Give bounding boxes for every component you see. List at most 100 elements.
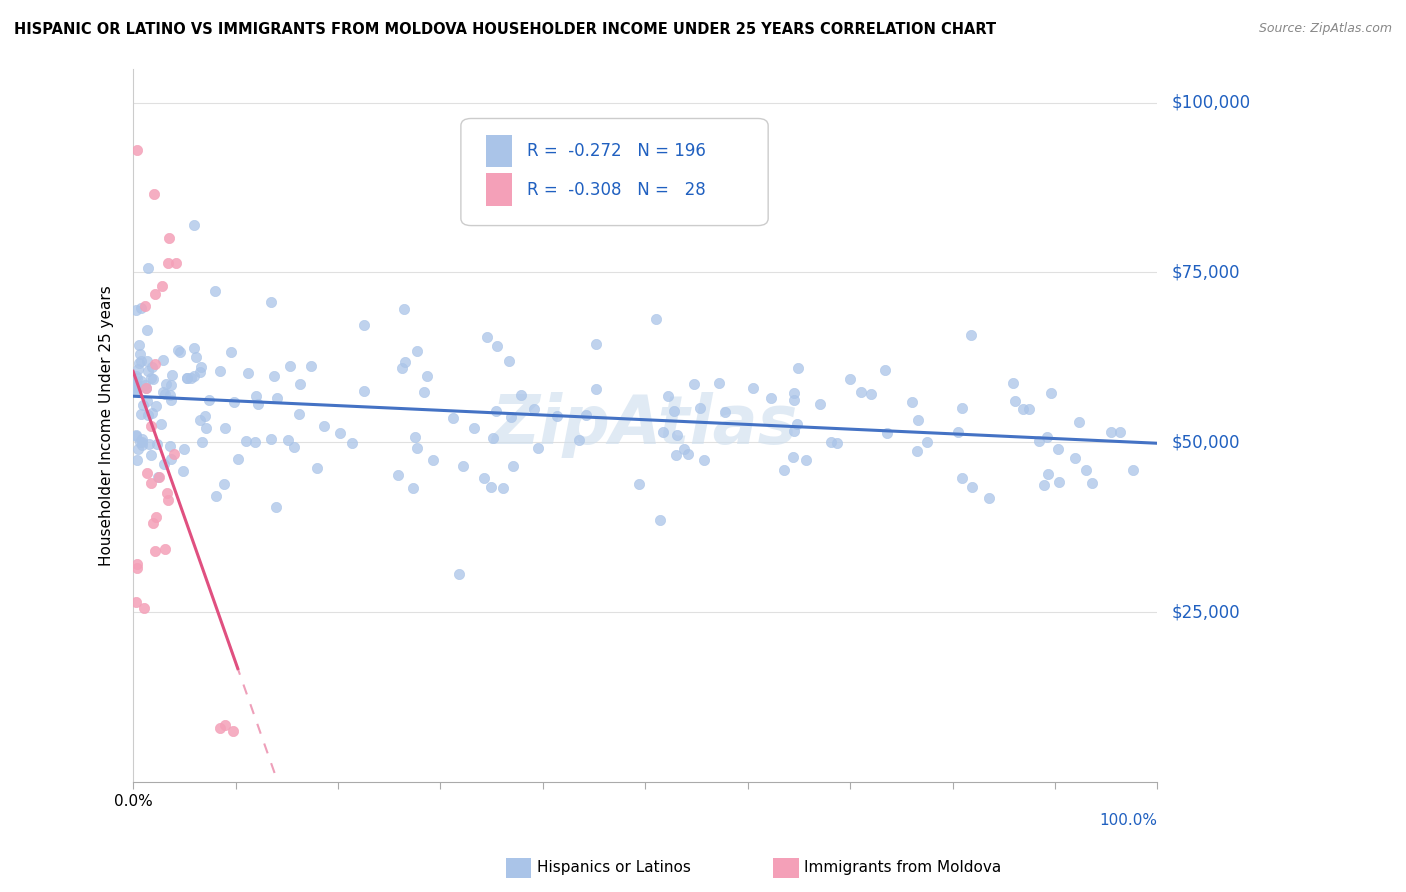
Point <box>472 471 495 485</box>
Point <box>184 350 207 364</box>
Text: Source: ZipAtlas.com: Source: ZipAtlas.com <box>1258 22 1392 36</box>
Point <box>299 359 322 374</box>
Point <box>141 359 163 374</box>
Point <box>128 337 150 351</box>
Y-axis label: Householder Income Under 25 years: Householder Income Under 25 years <box>100 285 114 566</box>
Point <box>125 383 148 397</box>
Point <box>742 381 765 395</box>
Point <box>222 395 245 409</box>
Point <box>148 469 170 483</box>
Point <box>657 389 679 403</box>
Point <box>247 397 270 411</box>
Point <box>1004 393 1026 408</box>
Point <box>131 434 153 449</box>
Text: Hispanics or Latinos: Hispanics or Latinos <box>537 861 690 875</box>
Point <box>136 394 159 409</box>
Point <box>264 500 287 514</box>
Point <box>568 433 591 447</box>
Point <box>1032 478 1054 492</box>
Point <box>135 381 157 395</box>
Point <box>1047 442 1070 456</box>
Point <box>666 428 689 442</box>
Point <box>278 359 301 374</box>
Point <box>150 417 173 432</box>
Point <box>260 295 283 310</box>
Point <box>441 411 464 425</box>
Point <box>447 567 470 582</box>
Text: R =  -0.272   N = 196: R = -0.272 N = 196 <box>527 143 706 161</box>
Point <box>245 389 267 403</box>
Point <box>191 435 214 450</box>
Point <box>131 438 153 452</box>
Point <box>392 301 415 316</box>
Point <box>402 481 425 495</box>
Point <box>145 399 167 413</box>
Point <box>482 432 505 446</box>
Point <box>135 381 157 395</box>
Point <box>860 386 883 401</box>
Point <box>142 186 165 201</box>
Point <box>404 430 426 444</box>
Point <box>125 380 148 394</box>
Point <box>509 388 531 402</box>
Text: R =  -0.308   N =   28: R = -0.308 N = 28 <box>527 181 706 199</box>
Point <box>1122 463 1144 477</box>
Point <box>479 480 502 494</box>
Point <box>235 434 257 449</box>
Point <box>134 378 156 392</box>
Point <box>960 328 983 343</box>
Point <box>502 458 524 473</box>
Point <box>127 442 149 457</box>
Point <box>416 369 439 384</box>
Point <box>960 480 983 494</box>
Point <box>838 371 860 385</box>
Point <box>413 385 436 400</box>
Text: ZipAtlas: ZipAtlas <box>492 392 799 458</box>
Point <box>900 394 922 409</box>
Point <box>212 477 235 491</box>
Point <box>125 429 148 443</box>
Point <box>394 355 416 369</box>
Point <box>160 378 183 392</box>
Point <box>1028 434 1050 449</box>
Point <box>146 436 169 450</box>
Point <box>129 374 152 388</box>
Point <box>312 418 335 433</box>
Point <box>152 384 174 399</box>
Text: Immigrants from Moldova: Immigrants from Moldova <box>804 861 1001 875</box>
FancyBboxPatch shape <box>486 173 512 205</box>
Point <box>172 464 194 478</box>
Point <box>125 368 148 383</box>
Point <box>329 426 352 441</box>
Point <box>453 458 475 473</box>
Point <box>150 279 173 293</box>
Point <box>155 376 177 391</box>
Point <box>131 432 153 446</box>
Text: $50,000: $50,000 <box>1171 434 1240 451</box>
Point <box>143 544 166 558</box>
Point <box>915 435 938 450</box>
Point <box>288 407 311 421</box>
Point <box>135 354 157 368</box>
Point <box>585 382 607 396</box>
Point <box>142 372 165 386</box>
Point <box>153 541 176 556</box>
Point <box>783 393 806 408</box>
Point <box>157 231 180 245</box>
Point <box>180 371 202 385</box>
Point <box>266 392 288 406</box>
Point <box>627 477 650 491</box>
Point <box>907 412 929 426</box>
Point <box>195 421 218 435</box>
Point <box>950 470 973 484</box>
Point <box>188 365 211 379</box>
Text: $75,000: $75,000 <box>1171 263 1240 282</box>
Point <box>163 447 186 461</box>
Point <box>125 371 148 385</box>
Point <box>575 409 598 423</box>
Point <box>152 353 174 368</box>
Point <box>875 363 897 377</box>
Point <box>977 491 1000 505</box>
Point <box>166 343 188 357</box>
Point <box>353 318 375 332</box>
